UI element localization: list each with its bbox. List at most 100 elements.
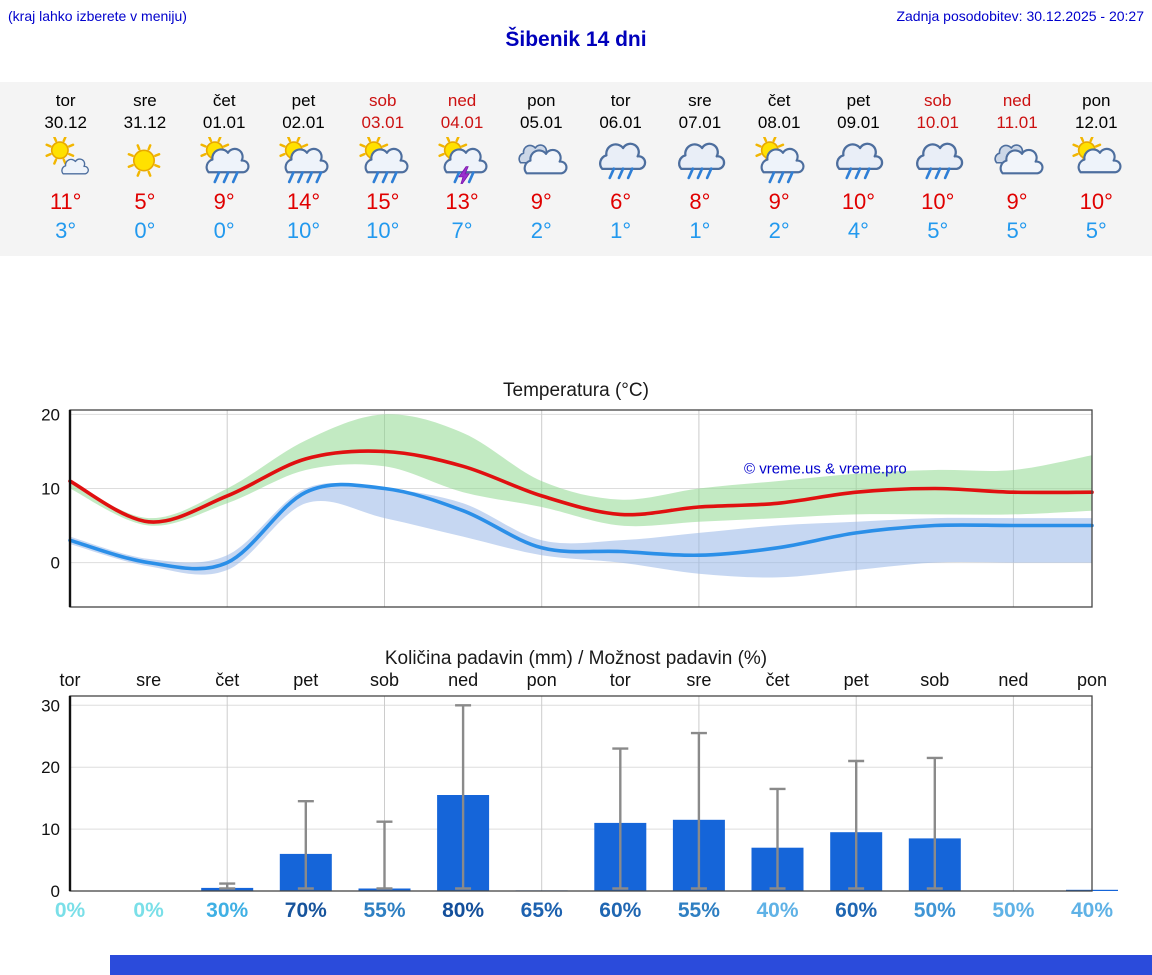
sun-cloud-thunder-icon [422,134,501,188]
day-name: pon [527,91,556,110]
precip-day-label: pon [527,670,557,690]
precip-probability: 65% [521,899,563,922]
precip-day-label: čet [215,670,239,690]
precip-day-label: sob [370,670,399,690]
forecast-day-06.01: tor 06.01 6° 1° [581,90,660,244]
temp-max: 10° [1079,189,1113,214]
max-range-band [70,414,1092,527]
forecast-day-01.01: čet 01.01 9° 0° [185,90,264,244]
temp-min: 1° [610,218,632,243]
forecast-day-05.01: pon 05.01 9° 2° [502,90,581,244]
temp-max: 5° [134,189,156,214]
day-date: 30.12 [44,113,87,132]
day-date: 09.01 [837,113,880,132]
precip-day-label: pet [293,670,318,690]
forecast-day-07.01: sre 07.01 8° 1° [660,90,739,244]
cloud-rain-icon [819,134,898,184]
precip-day-label: ned [448,670,478,690]
menu-hint-text: (kraj lahko izberete v meniju) [8,8,187,24]
precip-probability: 50% [992,899,1034,922]
temp-min-line [68,482,1094,571]
forecast-day-04.01: ned 04.01 13° 7° [422,90,501,244]
forecast-day-30.12: tor 30.12 11° 3° [26,90,105,244]
clouds-icon [977,134,1056,184]
sun-icon [105,134,184,184]
precip-probability: 55% [363,899,405,922]
sun-cloud-rain-icon [185,134,264,184]
day-date: 08.01 [757,113,801,132]
precip-probability: 0% [133,899,164,922]
day-date: 03.01 [361,113,405,132]
temp-min: 2° [768,218,790,243]
temp-max: 14° [286,189,321,214]
day-date: 12.01 [1075,113,1118,132]
y-tick-label: 20 [41,758,60,777]
sun-cloud-rain-heavy-icon [264,134,343,184]
temp-min: 0° [134,218,156,243]
temperature-chart-title: Temperatura (°C) [503,380,649,401]
cloud-rain-icon [898,134,977,184]
day-date: 04.01 [440,113,484,132]
precip-day-label: tor [59,670,80,690]
precip-day-label: pet [844,670,869,690]
precip-probability: 50% [914,899,956,922]
forecast-day-08.01: čet 08.01 9° 2° [740,90,819,244]
temp-max: 9° [768,189,790,214]
temp-min: 5° [1085,218,1107,243]
precip-probability: 40% [756,899,798,922]
temp-min: 3° [55,218,77,243]
precip-day-label: ned [998,670,1028,690]
day-name: ned [1002,91,1032,110]
temp-min: 0° [213,218,235,243]
temp-max: 8° [689,189,711,214]
temp-min: 5° [927,218,949,243]
temp-max: 13° [445,189,479,214]
precip-probability: 30% [206,899,248,922]
forecast-day-02.01: pet 02.01 14° 10° [264,90,343,244]
day-date: 01.01 [202,113,246,132]
precip-day-label: čet [765,670,789,690]
day-name: sob [924,91,952,110]
temp-max: 9° [213,189,235,214]
precipitation-chart: tor sre čet pet sob ned pon tor sre čet pet sob ned p… [41,670,1118,922]
day-date: 02.01 [282,113,325,132]
precip-bar [358,888,411,891]
temp-min: 1° [689,218,711,243]
day-name: pon [1082,91,1111,110]
y-tick-label: 10 [41,820,60,839]
precip-day-label: tor [610,670,631,690]
top-bar: (kraj lahko izberete v meniju) Zadnja po… [0,0,1152,24]
page-title: Šibenik 14 dni [505,28,647,51]
temp-max: 10° [841,189,876,214]
precip-day-label: sre [686,670,711,690]
precip-probability: 0% [55,899,86,922]
y-tick-label: 20 [41,405,60,424]
last-updated-text: Zadnja posodobitev: 30.12.2025 - 20:27 [896,8,1144,24]
precip-probability: 55% [678,899,720,922]
day-date: 10.01 [916,113,959,132]
precip-day-label: pon [1077,670,1107,690]
y-tick-label: 30 [41,696,60,715]
sun-cloud-rain-icon [343,134,422,184]
watermark-link[interactable]: © vreme.us & vreme.pro [744,461,907,478]
precipitation-chart-block: Količina padavin (mm) / Možnost padavin … [0,648,1152,927]
day-name: sre [688,91,712,110]
temp-max: 6° [610,189,632,214]
sun-cloud-icon [1057,134,1136,184]
day-name: tor [610,91,631,110]
precip-probability: 40% [1071,899,1113,922]
forecast-day-31.12: sre 31.12 5° 0° [105,90,184,244]
day-name: pet [846,91,871,110]
precip-probability: 60% [599,899,641,922]
min-range-band [70,482,1092,578]
precip-day-label: sre [136,670,161,690]
day-date: 06.01 [599,113,642,132]
forecast-day-11.01: ned 11.01 9° 5° [977,90,1056,244]
temp-min: 10° [366,218,400,243]
day-name: čet [212,91,236,110]
cloud-rain-icon [660,134,739,184]
precip-probability: 60% [835,899,877,922]
temp-max-line [68,449,1094,524]
sun-cloud-small-icon [26,134,105,184]
day-date: 11.01 [996,113,1038,132]
